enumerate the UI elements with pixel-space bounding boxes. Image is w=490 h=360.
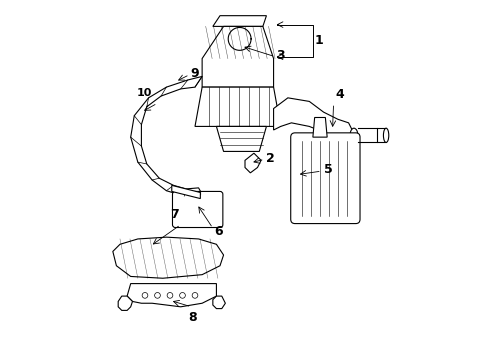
Polygon shape	[217, 126, 267, 152]
FancyBboxPatch shape	[172, 192, 223, 228]
Text: 10: 10	[137, 88, 152, 98]
Text: 5: 5	[323, 163, 332, 176]
Text: 9: 9	[191, 67, 199, 80]
Text: 3: 3	[276, 49, 285, 62]
Polygon shape	[195, 87, 281, 126]
Text: 6: 6	[214, 225, 223, 238]
Polygon shape	[213, 296, 225, 309]
Polygon shape	[377, 128, 386, 143]
Ellipse shape	[383, 128, 389, 143]
Ellipse shape	[350, 128, 358, 143]
Polygon shape	[131, 76, 202, 196]
Polygon shape	[127, 284, 217, 307]
Polygon shape	[213, 16, 267, 26]
FancyBboxPatch shape	[291, 133, 360, 224]
Polygon shape	[172, 185, 200, 199]
Polygon shape	[202, 26, 273, 87]
Polygon shape	[273, 98, 352, 141]
Circle shape	[155, 293, 160, 298]
Circle shape	[180, 293, 185, 298]
Text: 2: 2	[266, 152, 274, 165]
Text: 7: 7	[170, 208, 179, 221]
Circle shape	[167, 293, 173, 298]
Text: 1: 1	[315, 34, 323, 47]
Polygon shape	[245, 153, 261, 173]
Circle shape	[192, 293, 198, 298]
Polygon shape	[118, 296, 132, 310]
Circle shape	[142, 293, 148, 298]
Text: 4: 4	[335, 89, 344, 102]
Polygon shape	[313, 117, 327, 137]
Polygon shape	[113, 237, 223, 278]
Text: 8: 8	[188, 311, 196, 324]
